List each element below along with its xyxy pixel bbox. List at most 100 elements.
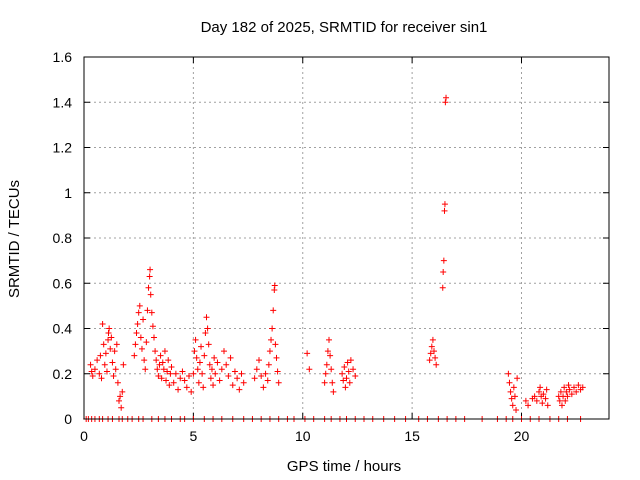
- data-point: [199, 370, 206, 377]
- data-point: [505, 370, 512, 377]
- data-point: [103, 368, 110, 375]
- data-point: [564, 393, 571, 400]
- data-point: [157, 352, 164, 359]
- data-point: [192, 336, 199, 343]
- data-point: [148, 309, 155, 316]
- data-point: [269, 325, 276, 332]
- x-axis-label: GPS time / hours: [287, 458, 401, 475]
- data-point: [256, 357, 262, 364]
- data-point: [101, 361, 108, 368]
- data-point: [579, 384, 586, 391]
- data-point: [208, 366, 215, 373]
- data-point: [201, 352, 208, 359]
- data-point: [324, 348, 331, 355]
- data-point: [544, 402, 551, 409]
- data-point: [177, 375, 184, 382]
- data-point: [509, 402, 516, 409]
- data-point: [229, 382, 236, 389]
- data-point: [514, 375, 521, 382]
- data-point: [186, 373, 192, 380]
- data-point: [251, 375, 258, 382]
- data-point: [571, 384, 577, 391]
- data-point: [330, 388, 337, 395]
- data-point: [163, 377, 170, 384]
- data-point: [112, 366, 119, 373]
- data-point: [147, 291, 154, 298]
- data-point: [190, 370, 197, 377]
- y-tick-label: 0.4: [53, 321, 73, 337]
- data-point: [211, 354, 218, 361]
- data-point: [105, 336, 112, 343]
- data-point: [441, 207, 448, 214]
- data-point: [135, 309, 142, 316]
- data-point: [147, 266, 154, 273]
- data-point: [142, 366, 149, 373]
- data-point: [164, 368, 171, 375]
- data-point: [274, 368, 281, 375]
- data-point: [537, 384, 544, 391]
- data-point: [96, 370, 103, 377]
- data-point: [531, 393, 538, 400]
- data-point: [91, 366, 98, 373]
- data-point: [167, 370, 174, 377]
- data-point: [566, 386, 573, 393]
- data-point: [238, 370, 245, 377]
- data-point: [426, 357, 433, 364]
- data-point: [136, 302, 143, 309]
- data-point: [328, 366, 335, 373]
- data-point: [341, 363, 348, 370]
- data-point: [116, 397, 122, 404]
- data-point: [273, 354, 280, 361]
- data-point: [102, 350, 109, 357]
- data-point: [260, 384, 267, 391]
- data-point: [542, 395, 549, 402]
- data-point: [236, 386, 243, 393]
- data-point: [98, 375, 105, 382]
- data-point: [214, 359, 221, 366]
- data-point: [304, 350, 311, 357]
- data-point: [151, 334, 157, 341]
- data-point: [272, 341, 279, 348]
- data-point: [200, 384, 207, 391]
- data-point: [120, 361, 127, 368]
- data-point: [262, 370, 269, 377]
- data-point: [218, 366, 225, 373]
- data-point: [152, 348, 159, 355]
- data-point: [105, 330, 112, 337]
- data-point: [340, 377, 347, 384]
- data-point: [439, 284, 446, 291]
- data-point: [193, 354, 200, 361]
- data-point: [510, 384, 517, 391]
- data-point: [117, 393, 124, 400]
- data-point: [159, 359, 166, 366]
- plot-frame: [83, 56, 610, 420]
- data-point: [344, 359, 351, 366]
- data-point: [225, 373, 232, 380]
- data-point: [145, 284, 152, 291]
- data-point: [575, 382, 582, 389]
- data-point: [196, 359, 203, 366]
- data-point: [322, 370, 329, 377]
- data-point: [191, 348, 198, 355]
- data-point: [440, 268, 447, 275]
- data-point: [513, 406, 520, 413]
- x-tick-label: 20: [514, 428, 530, 444]
- x-tick-label: 5: [189, 428, 197, 444]
- data-point: [507, 388, 514, 395]
- data-point: [227, 354, 234, 361]
- data-point: [134, 320, 141, 327]
- data-point: [160, 366, 167, 373]
- data-point: [258, 373, 265, 380]
- data-point: [342, 384, 349, 391]
- data-point: [143, 339, 150, 346]
- data-point: [264, 377, 271, 384]
- data-point: [440, 257, 447, 264]
- data-point: [140, 316, 147, 323]
- data-point: [327, 352, 334, 359]
- data-point: [179, 368, 186, 375]
- data-point: [216, 377, 223, 384]
- data-point: [99, 320, 106, 327]
- data-point: [172, 370, 179, 377]
- data-point: [346, 379, 353, 386]
